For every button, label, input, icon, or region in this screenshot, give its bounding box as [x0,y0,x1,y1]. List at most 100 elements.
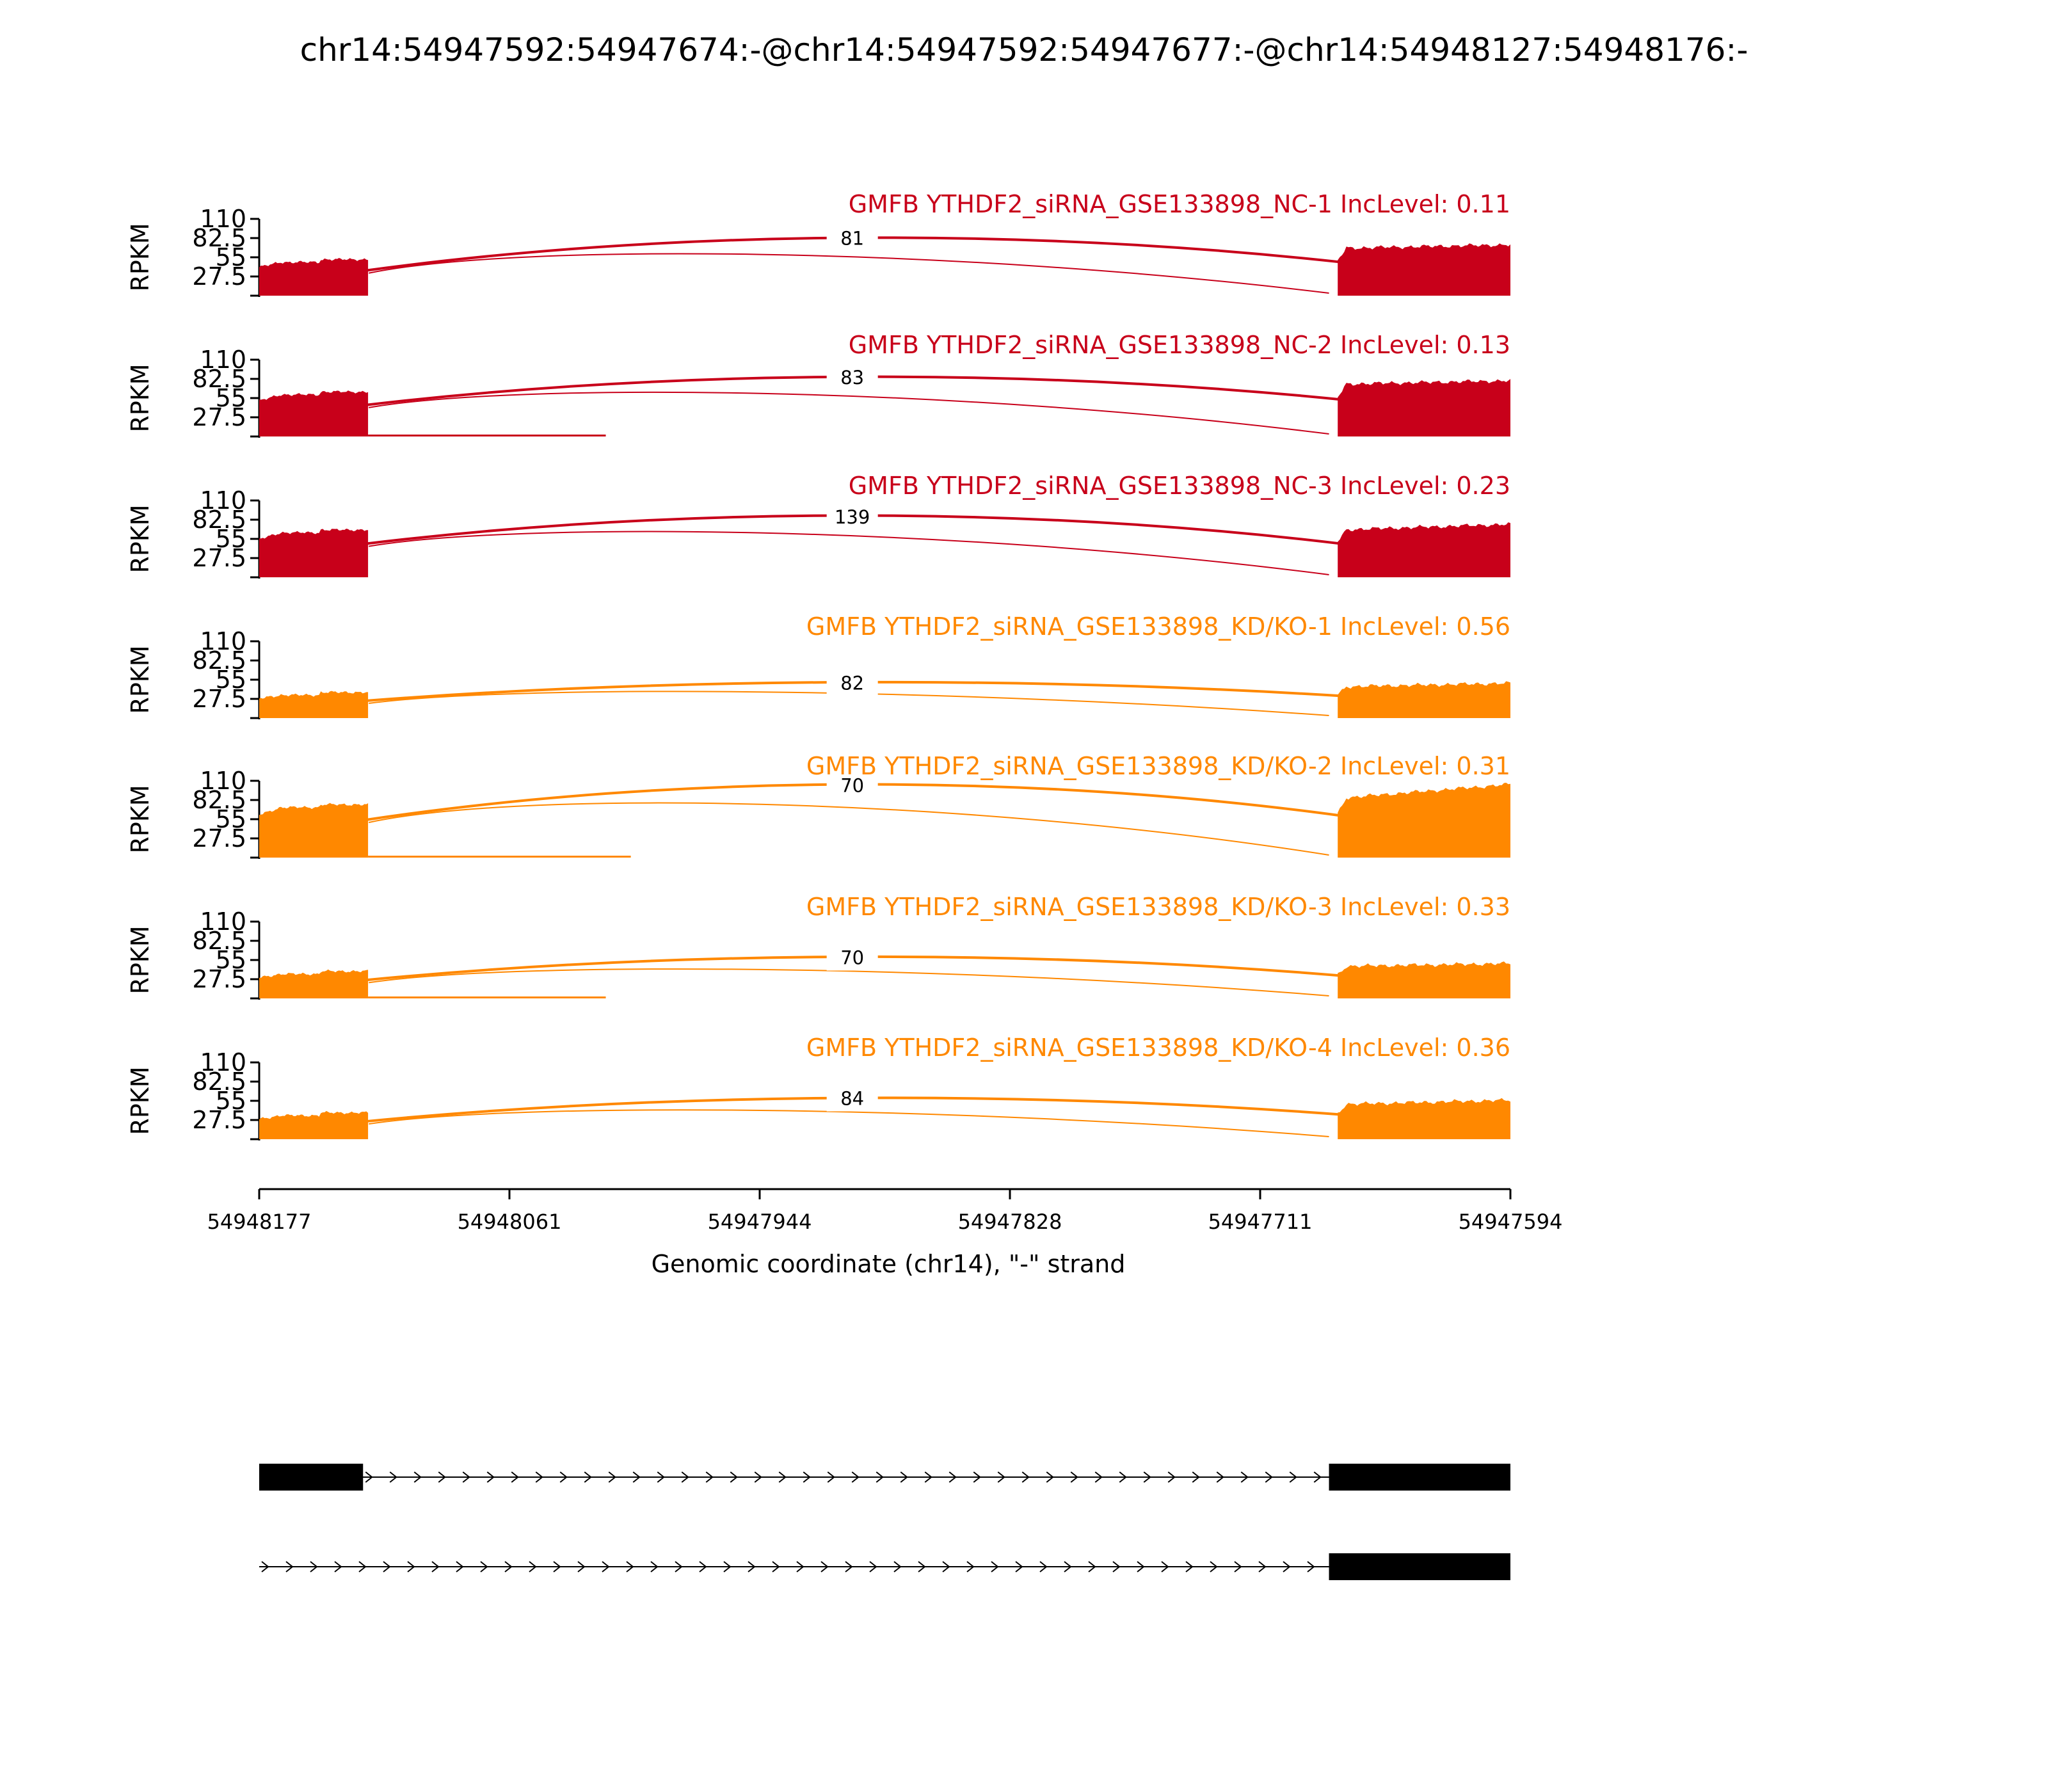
junction-label-box [826,365,878,391]
strand-arrow [754,1471,762,1483]
strand-arrow [261,1561,269,1572]
y-axis-label: RPKM [126,504,154,573]
y-tick-label: 82.5 [192,786,246,814]
strand-arrow [1265,1471,1273,1483]
transcript-2 [259,1553,1510,1580]
strand-arrow [851,1471,860,1483]
y-tick-label: 110 [200,767,246,795]
exon-block [1329,1553,1510,1580]
strand-arrow [383,1561,391,1572]
junction-count-label: 139 [835,506,870,528]
strand-arrow [504,1561,513,1572]
strand-arrow [820,1561,829,1572]
coverage-left-exon [259,691,369,718]
y-tick-label: 27.5 [192,965,246,993]
strand-arrow [657,1471,665,1483]
coverage-left-exon [259,969,369,998]
y-tick-label: 82.5 [192,224,246,252]
y-tick-label: 110 [200,205,246,233]
junction-arc-inner [368,253,1329,294]
y-axis-label: RPKM [126,364,154,432]
strand-arrow [723,1561,732,1572]
y-tick-label: 55 [216,1087,246,1115]
strand-arrow [803,1471,811,1483]
strand-arrow [772,1561,780,1572]
coverage-right-exon [1338,522,1510,577]
strand-arrow [681,1471,689,1483]
junction-arc-inner [369,968,1329,996]
coverage-intron-tail [368,856,631,858]
y-axis-label: RPKM [126,223,154,291]
x-tick-label: 54947594 [1459,1210,1563,1234]
coverage-intron-tail [368,435,606,436]
junction-arc-inner [369,691,1329,716]
y-axis-label: RPKM [126,785,154,853]
strand-arrow [310,1561,318,1572]
junction-count-label: 84 [840,1088,864,1110]
strand-arrow [334,1561,342,1572]
x-tick-label: 54947711 [1208,1210,1313,1234]
strand-arrow [997,1471,1005,1483]
strand-arrow [924,1471,932,1483]
strand-arrow [900,1471,908,1483]
strand-arrow [827,1471,835,1483]
gene-model-track [259,1464,1510,1580]
coverage-right-exon [1338,681,1510,718]
strand-arrow [1119,1471,1127,1483]
x-tick-label: 54947828 [958,1210,1062,1234]
junction-label-box [826,772,878,799]
strand-arrow [1167,1471,1176,1483]
x-tick-label: 54948061 [458,1210,562,1234]
strand-arrow [559,1471,568,1483]
strand-arrow [869,1561,877,1572]
y-tick-label: 82.5 [192,365,246,393]
strand-arrow [675,1561,683,1572]
y-tick-label: 55 [216,666,246,694]
coverage-left-exon [259,803,369,858]
strand-arrow [480,1561,488,1572]
strand-arrow [577,1561,586,1572]
strand-arrow [608,1471,616,1483]
junction-arc-inner [369,391,1329,435]
junction-label-box [826,945,878,971]
y-tick-label: 27.5 [192,1106,246,1134]
strand-arrow [893,1561,902,1572]
y-tick-label: 55 [216,805,246,833]
strand-arrow [730,1471,738,1483]
strand-arrow [584,1471,592,1483]
strand-arrow [431,1561,440,1572]
strand-arrow [1015,1561,1023,1572]
strand-arrow [1021,1471,1030,1483]
strand-arrow [1143,1471,1151,1483]
y-tick-label: 27.5 [192,262,246,291]
y-tick-label: 55 [216,384,246,412]
panel-sample-label: GMFB YTHDF2_siRNA_GSE133898_NC-1 IncLeve… [849,190,1510,218]
strand-arrow [1210,1561,1218,1572]
coverage-left-exon [259,1110,369,1139]
strand-arrow [365,1471,373,1483]
strand-arrow [358,1561,367,1572]
coverage-right-exon [1338,961,1510,998]
strand-arrow [876,1471,884,1483]
strand-arrow [1039,1561,1048,1572]
strand-arrow [1258,1561,1267,1572]
strand-arrow [948,1471,957,1483]
y-axis-label: RPKM [126,1066,154,1135]
strand-arrow [1192,1471,1200,1483]
strand-arrow [705,1471,714,1483]
strand-arrow [486,1471,495,1483]
figure-title: chr14:54947592:54947674:-@chr14:54947592… [300,31,1748,68]
strand-arrow [1313,1471,1322,1483]
strand-arrow [1046,1471,1054,1483]
junction-count-label: 82 [840,672,864,694]
junction-arc-inner [368,802,1329,856]
strand-arrow [1064,1561,1072,1572]
exon-block [1329,1464,1510,1491]
